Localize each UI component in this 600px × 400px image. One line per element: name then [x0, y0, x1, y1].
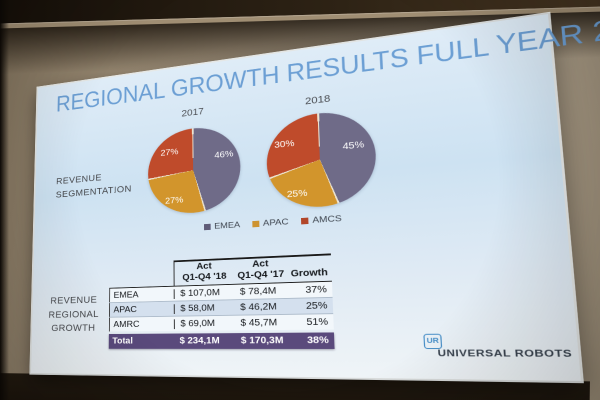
table-header-act-18: Act Q1-Q4 '18: [173, 257, 235, 286]
cell-amrc-label: AMRC: [108, 316, 174, 332]
legend-label-emea: EMEA: [214, 220, 241, 232]
pie-2017-apac-value: 27%: [165, 195, 184, 207]
cell-total-growth: 38%: [306, 335, 329, 347]
table-header-growth: Growth: [286, 253, 332, 283]
cell-emea-act17: $ 78,4M: [239, 285, 277, 297]
pie-chart-2018: 45% 25% 30%: [265, 107, 379, 211]
pie-2018-apac-value: 25%: [286, 188, 308, 200]
pie-2018-amcs-value: 30%: [274, 138, 295, 151]
table-header-growth-label: Growth: [290, 267, 329, 280]
cell-amrc-act18: $ 69,0M: [173, 317, 236, 329]
legend-swatch-emea: [203, 223, 211, 231]
pie-2017-year-label: 2017: [181, 106, 204, 120]
cell-apac-label: APAC: [109, 301, 174, 317]
wall-dark-left-edge: [0, 0, 9, 400]
revenue-regional-growth-line2: REGIONAL: [48, 308, 99, 320]
universal-robots-logo: UR UNIVERSAL ROBOTS: [423, 333, 579, 366]
table-header-empty: [109, 261, 173, 288]
cell-apac-growth: 25%: [305, 300, 328, 312]
table-header-act-17: Act Q1-Q4 '17: [234, 255, 288, 284]
pie-chart-2017: 46% 27% 27%: [148, 123, 242, 216]
revenue-segmentation-label: REVENUE SEGMENTATION: [56, 168, 132, 201]
pie-2017-amcs-value: 27%: [160, 147, 179, 159]
universal-robots-logo-text: UNIVERSAL ROBOTS: [437, 348, 573, 361]
cell-total-act17: $ 170,3M: [240, 335, 284, 347]
revenue-regional-growth-line3: GROWTH: [51, 323, 96, 334]
pie-legend: EMEA APAC AMCS: [161, 210, 394, 234]
legend-item-amcs: AMCS: [300, 213, 342, 227]
table-header-act-17-line2: Q1-Q4 '17: [237, 269, 285, 282]
universal-robots-logo-icon: UR: [423, 333, 443, 350]
cell-emea-label: EMEA: [109, 286, 174, 303]
cell-apac-act18: $ 58,0M: [173, 302, 236, 314]
revenue-regional-growth-line1: REVENUE: [50, 294, 98, 307]
legend-swatch-apac: [251, 220, 260, 228]
cell-apac-act17: $ 46,2M: [240, 301, 277, 313]
legend-label-apac: APAC: [262, 217, 289, 229]
legend-swatch-amcs: [300, 217, 309, 225]
table-header-act-18-line2: Q1-Q4 '18: [182, 271, 227, 283]
cell-amrc-growth: 51%: [306, 316, 329, 328]
pie-2017-emea-value: 46%: [214, 149, 234, 161]
revenue-regional-growth-label: REVENUE REGIONAL GROWTH: [43, 293, 104, 336]
regional-growth-table: Act Q1-Q4 '18 Act Q1-Q4 '17 Growth EMEA …: [108, 253, 335, 349]
cell-emea-growth: 37%: [305, 284, 328, 296]
cell-emea-act18: $ 107,0M: [173, 286, 236, 299]
legend-item-apac: APAC: [251, 217, 289, 229]
cell-amrc-act17: $ 45,7M: [240, 317, 278, 329]
pie-2018-year-label: 2018: [304, 93, 331, 108]
pie-2018-emea-value: 45%: [342, 140, 365, 153]
cell-total-label: Total: [112, 336, 133, 347]
cell-total-act18: $ 234,1M: [179, 336, 220, 347]
legend-item-emea: EMEA: [203, 220, 241, 232]
legend-label-amcs: AMCS: [312, 213, 342, 226]
table-row-total: Total $ 234,1M $ 170,3M 38%: [108, 332, 335, 349]
